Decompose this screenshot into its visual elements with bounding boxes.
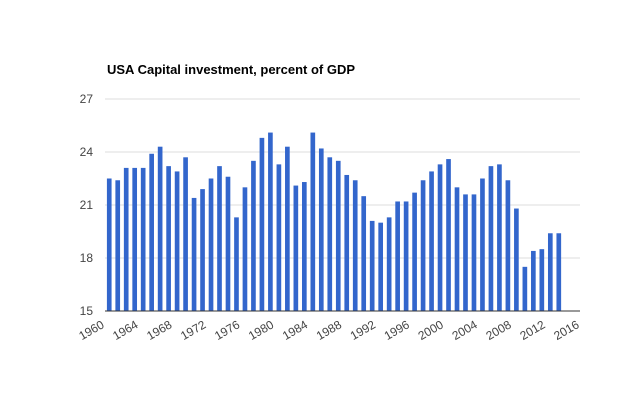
bar-2009 [522,266,528,311]
bars [106,132,562,311]
bar-1987 [335,160,341,311]
y-tick-label: 21 [80,198,94,212]
x-tick-label: 1992 [348,317,378,343]
bar-1973 [217,166,222,311]
bar-1994 [395,201,400,311]
bar-1986 [327,157,333,311]
x-tick-label: 2000 [416,317,446,343]
x-tick-label: 1980 [246,317,276,343]
bar-1977 [251,160,256,311]
x-tick-label: 1972 [178,317,208,343]
bar-1996 [412,192,417,311]
bar-1981 [285,146,290,311]
bar-2013 [556,233,562,311]
bar-1997 [420,180,426,311]
x-tick-label: 2012 [517,317,547,343]
bar-2001 [454,187,460,311]
bar-1995 [403,201,409,311]
x-axis-ticks: 1960 1964 1968 1972 1976 1980 1984 1988 1992 1996… [76,317,581,343]
x-tick-label: 1964 [110,317,140,343]
bar-1991 [369,220,375,311]
bar-2004 [480,178,485,311]
bar-1972 [208,178,214,311]
bar-1975 [234,217,239,311]
bar-1990 [361,196,367,311]
y-tick-label: 24 [80,145,94,159]
bar-1962 [123,167,129,311]
bar-1992 [378,222,384,311]
bar-2005 [488,166,494,311]
bar-1998 [429,171,434,311]
bar-2012 [547,233,553,311]
bar-1979 [268,132,273,311]
bar-1974 [225,176,231,311]
bar-1980 [276,164,282,311]
bar-1964 [140,167,146,311]
bar-2011 [539,249,545,311]
bar-1963 [132,167,138,311]
bar-1978 [259,137,265,311]
x-tick-label: 2004 [450,317,480,343]
x-tick-label: 2008 [484,317,514,343]
bar-1989 [352,180,358,311]
bar-2003 [471,194,477,311]
bar-1966 [157,146,163,311]
y-tick-label: 18 [80,251,94,265]
x-tick-label: 1984 [280,317,310,343]
bar-1984 [310,132,316,311]
bar-1965 [149,153,154,311]
bar-1993 [386,217,392,311]
bar-1971 [200,189,205,311]
bar-1988 [344,174,350,311]
chart-title: USA Capital investment, percent of GDP [107,62,356,77]
bar-1999 [437,164,443,311]
bar-1968 [174,171,180,311]
bar-2000 [446,159,451,311]
x-tick-label: 1996 [382,317,412,343]
bar-1970 [191,197,197,311]
bar-1976 [242,187,248,311]
x-tick-label: 1976 [212,317,242,343]
bar-2010 [531,250,536,311]
bar-1961 [115,180,121,311]
x-tick-label: 1988 [314,317,344,343]
x-tick-label: 1968 [144,317,174,343]
bar-2008 [514,208,519,311]
y-tick-label: 15 [80,304,94,318]
bar-1960 [106,178,112,311]
y-axis-ticks: 15 18 21 24 27 [80,92,94,318]
bar-1985 [318,148,324,311]
x-tick-label: 2016 [551,317,581,343]
bar-1967 [166,166,171,311]
bar-1969 [183,157,188,311]
bar-2002 [463,194,468,311]
bar-1982 [293,185,299,311]
bar-2007 [505,180,511,311]
bar-2006 [497,164,502,311]
bar-1983 [301,182,307,311]
y-tick-label: 27 [80,92,94,106]
x-tick-label: 1960 [76,317,106,343]
